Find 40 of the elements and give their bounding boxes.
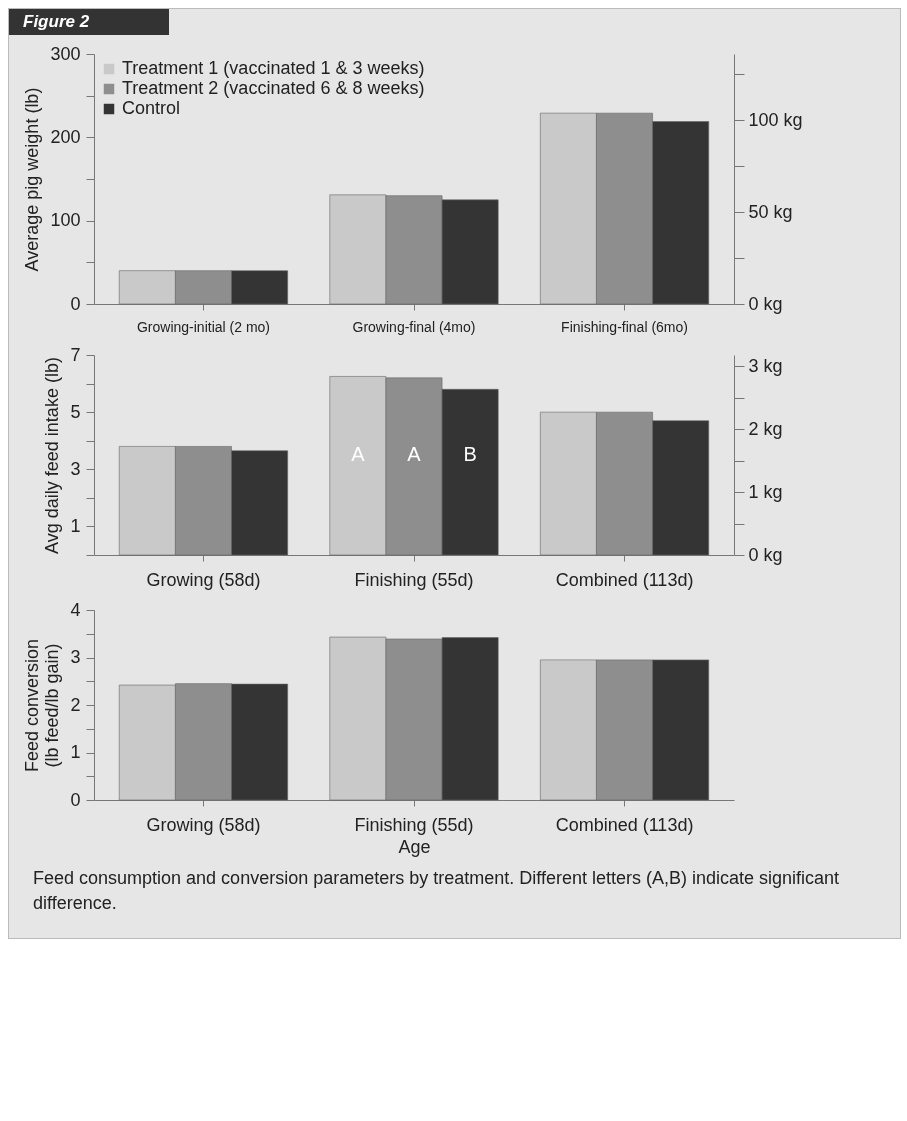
- y-tick-label: 300: [50, 43, 81, 64]
- x-tick-label: Growing (58d): [146, 814, 261, 835]
- legend-label: Treatment 2 (vaccinated 6 & 8 weeks): [122, 78, 425, 98]
- y2-tick-label: 0 kg: [748, 293, 783, 314]
- annotation: B: [463, 443, 477, 465]
- y2-tick-label: 3 kg: [748, 355, 783, 376]
- x-tick-label: Growing (58d): [146, 569, 261, 590]
- y-tick-label: 100: [50, 210, 81, 231]
- y2-tick-label: 1 kg: [748, 481, 783, 502]
- annotation: A: [407, 443, 422, 465]
- legend-label: Treatment 1 (vaccinated 1 & 3 weeks): [122, 58, 425, 78]
- y-tick-label: 4: [70, 599, 81, 620]
- x-tick-label: Growing-initial (2 mo): [136, 318, 270, 335]
- legend-label: Control: [122, 98, 181, 118]
- text: Feed consumption and conversion parameters by treatment. Different letters (A,B) indicate significant difference.: [32, 867, 841, 916]
- y-tick-label: 0: [70, 789, 81, 810]
- x-tick-label: Finishing-final (6mo): [561, 318, 688, 335]
- y-tick-label: 3: [70, 647, 81, 667]
- y-tick-label: 5: [70, 401, 81, 422]
- y-tick-label: 1: [70, 515, 81, 536]
- y2-tick-label: 2 kg: [748, 418, 783, 439]
- y-axis-title: Average pig weight (lb): [22, 87, 43, 272]
- chart-title: Figure 2: [9, 9, 170, 35]
- y-axis-title: Feed conversion (lb feed/lb gain): [22, 638, 63, 773]
- x-tick-label: Finishing (55d): [354, 814, 474, 835]
- x-axis-title: Age: [398, 836, 431, 857]
- y2-tick-label: 0 kg: [748, 544, 783, 565]
- y-tick-label: 1: [70, 742, 81, 762]
- x-tick-label: Combined (113d): [555, 814, 694, 835]
- y-axis-title: Avg daily feed intake (lb): [42, 357, 63, 554]
- y2-tick-label: 100 kg: [748, 109, 803, 130]
- y-tick-label: 7: [70, 344, 81, 365]
- x-tick-label: Finishing (55d): [354, 569, 474, 590]
- y-tick-label: 2: [70, 694, 81, 715]
- x-tick-label: Growing-final (4mo): [352, 318, 476, 335]
- y-tick-label: 200: [50, 126, 81, 147]
- x-tick-label: Combined (113d): [555, 569, 694, 590]
- y-tick-label: 3: [70, 458, 81, 479]
- y-tick-label: 0: [70, 293, 81, 314]
- y2-tick-label: 50 kg: [748, 201, 793, 222]
